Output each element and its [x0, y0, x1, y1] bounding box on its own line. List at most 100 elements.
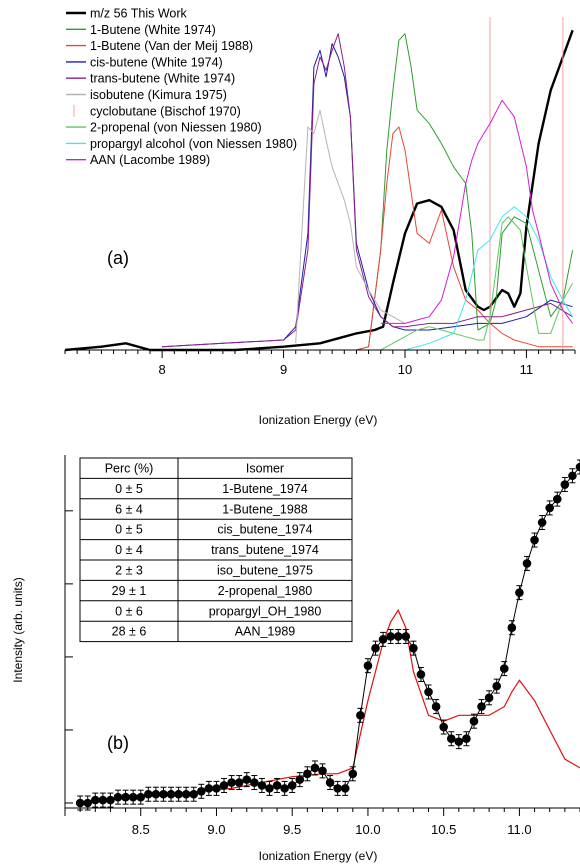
- data-point: [378, 635, 388, 644]
- data-point: [318, 766, 327, 776]
- data-point: [234, 778, 244, 787]
- table-cell: AAN_1989: [235, 625, 296, 639]
- data-point: [272, 781, 282, 790]
- data-point: [265, 784, 274, 793]
- panel-b-x-tick-label: 10.5: [431, 822, 456, 837]
- panel-b-x-tick-label: 9.0: [207, 822, 225, 837]
- composition-table: Perc (%) Isomer 0 ± 5 1-Butene_1974 6 ± 4 1-B…: [79, 457, 353, 643]
- data-point: [560, 480, 570, 489]
- data-point: [424, 687, 433, 697]
- legend-label-propargyl-alcohol-von-niessen-1980: propargyl alcohol (von Niessen 1980): [90, 137, 297, 151]
- data-point: [250, 778, 259, 787]
- data-point: [151, 789, 161, 799]
- data-point: [98, 795, 108, 805]
- data-point: [537, 518, 547, 527]
- data-point: [197, 787, 206, 796]
- legend-label-isobutene-kimura-1975: isobutene (Kimura 1975): [90, 88, 227, 102]
- data-point: [469, 716, 479, 726]
- legend-label-1-butene-van-der-meij-1988: 1-Butene (Van der Meij 1988): [90, 39, 253, 53]
- data-point: [575, 462, 580, 472]
- data-point: [552, 494, 562, 504]
- table-cell: 1-Butene_1974: [222, 482, 308, 496]
- panel-b-x-tick-label: 9.5: [283, 822, 301, 837]
- data-point: [439, 722, 448, 732]
- data-point: [545, 503, 555, 513]
- table-header-cell: Isomer: [246, 462, 284, 476]
- data-point: [393, 632, 403, 641]
- panel-b-y-axis-label: Intensity (arb. units): [11, 577, 25, 682]
- data-point: [287, 781, 297, 790]
- panel-a-x-tick-label: 8: [159, 362, 166, 377]
- data-point: [363, 661, 373, 670]
- data-point: [446, 734, 456, 744]
- propargyl-alcohol-von-niessen-1980-line: [404, 206, 574, 351]
- data-point: [310, 763, 320, 773]
- table-cell: 0 ± 6: [115, 604, 143, 618]
- table-frame: [79, 457, 353, 643]
- data-point: [204, 784, 214, 793]
- table-cell: 28 ± 6: [112, 625, 147, 639]
- data-point: [348, 769, 358, 779]
- data-point: [83, 798, 93, 808]
- data-point: [386, 632, 395, 641]
- 1-butene-white-1974-line: [356, 33, 574, 351]
- data-point: [181, 789, 191, 799]
- panel-a-label: (a): [107, 248, 129, 268]
- legend-label-m-z-56-this-work: m/z 56 This Work: [90, 7, 188, 21]
- data-point: [462, 734, 471, 744]
- table-cell: 2-propenal_1980: [218, 584, 313, 598]
- legend-label-1-butene-white-1974: 1-Butene (White 1974): [90, 23, 216, 37]
- data-point: [416, 670, 426, 679]
- data-point: [522, 559, 532, 568]
- panel-a-x-axis: 8 9 10 11: [64, 349, 576, 377]
- legend-label-trans-butene-white-1974: trans-butene (White 1974): [90, 72, 235, 86]
- panel-a-plot-area: [64, 17, 574, 352]
- table-cell: 6 ± 4: [115, 502, 143, 516]
- data-point: [189, 789, 199, 799]
- data-point: [280, 784, 289, 793]
- data-point: [90, 795, 100, 805]
- data-point: [128, 792, 138, 802]
- legend-label-2-propenal-von-niessen-1980: 2-propenal (von Niessen 1980): [90, 121, 262, 135]
- panel-b-x-axis-label: Ionization Energy (eV): [259, 849, 378, 863]
- panel-a-x-tick-label: 11: [520, 362, 534, 377]
- data-point: [454, 737, 464, 746]
- table-cell: trans_butene_1974: [211, 543, 319, 557]
- data-point: [515, 588, 524, 597]
- panel-a: 8 9 10 11 Ionization Energy (eV) (a) m/z 56…: [64, 7, 576, 427]
- data-point: [492, 681, 501, 691]
- table-cell: propargyl_OH_1980: [209, 604, 322, 618]
- table-cell: iso_butene_1975: [217, 564, 313, 578]
- panel-a-x-tick-label: 10: [398, 362, 412, 377]
- data-point: [159, 789, 168, 799]
- panel-b-x-tick-label: 11.0: [507, 822, 531, 837]
- panel-b-label: (b): [107, 733, 129, 753]
- data-point: [212, 784, 221, 793]
- data-point: [227, 778, 236, 787]
- data-point: [477, 702, 486, 711]
- panel-b-x-tick-label: 8.5: [132, 822, 150, 837]
- table-cell: cis_butene_1974: [217, 523, 312, 537]
- isobutene-kimura-1975-line: [295, 109, 406, 344]
- data-point: [371, 643, 380, 653]
- data-point: [242, 775, 252, 784]
- data-point: [356, 711, 365, 720]
- legend-label-cyclobutane-bischof-1970: cyclobutane (Bischof 1970): [90, 104, 241, 118]
- panel-a-x-tick-label: 9: [280, 362, 287, 377]
- data-point: [174, 789, 183, 799]
- panel-b: 8.5 9.0 9.5 10.0 10.5 11.0 Ionization Energy …: [11, 455, 580, 863]
- data-point: [568, 471, 577, 481]
- data-point: [409, 643, 418, 653]
- data-point: [303, 769, 312, 779]
- panel-a-x-axis-label: Ionization Energy (eV): [259, 413, 378, 427]
- panel-a-legend: m/z 56 This Work 1-Butene (White 1974) 1-B…: [66, 7, 297, 167]
- table-cell: 1-Butene_1988: [222, 502, 308, 516]
- data-point: [499, 664, 509, 673]
- data-point: [431, 702, 441, 711]
- panel-b-plot-area: [75, 459, 580, 811]
- data-point: [144, 789, 153, 799]
- data-point: [401, 632, 411, 641]
- panel-b-axes: 8.5 9.0 9.5 10.0 10.5 11.0: [64, 455, 580, 837]
- trans-butene-white-1974-line: [162, 33, 573, 348]
